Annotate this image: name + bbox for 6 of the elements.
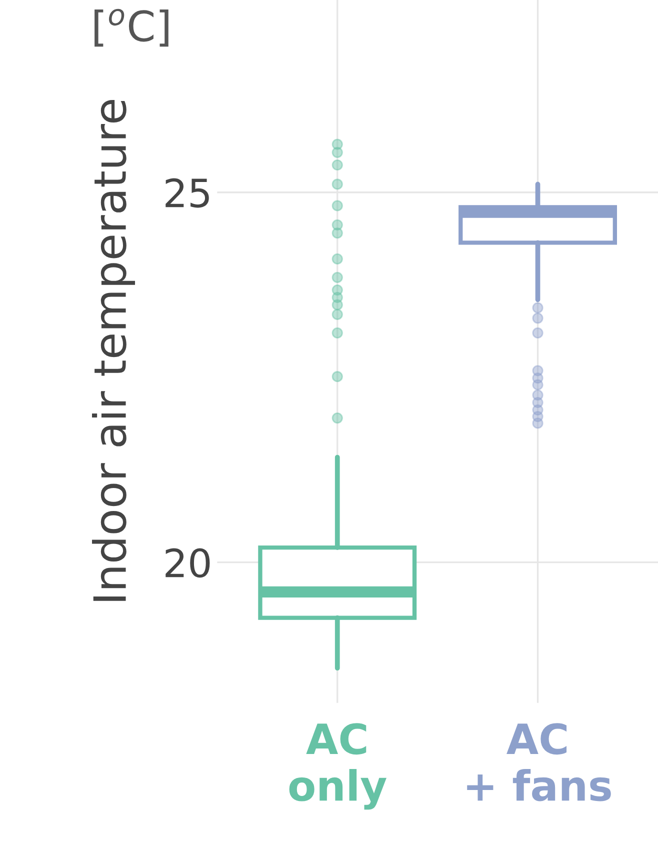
y-tick-label: 25	[166, 178, 209, 208]
x-tick-label: AC + fans	[467, 723, 611, 802]
text: [$^{o}$C]	[94, 8, 168, 47]
y-tick-label: 20	[166, 548, 210, 578]
y-axis-title: Indoor air temperature	[92, 100, 136, 601]
x-tick-label: AC only	[289, 723, 386, 810]
